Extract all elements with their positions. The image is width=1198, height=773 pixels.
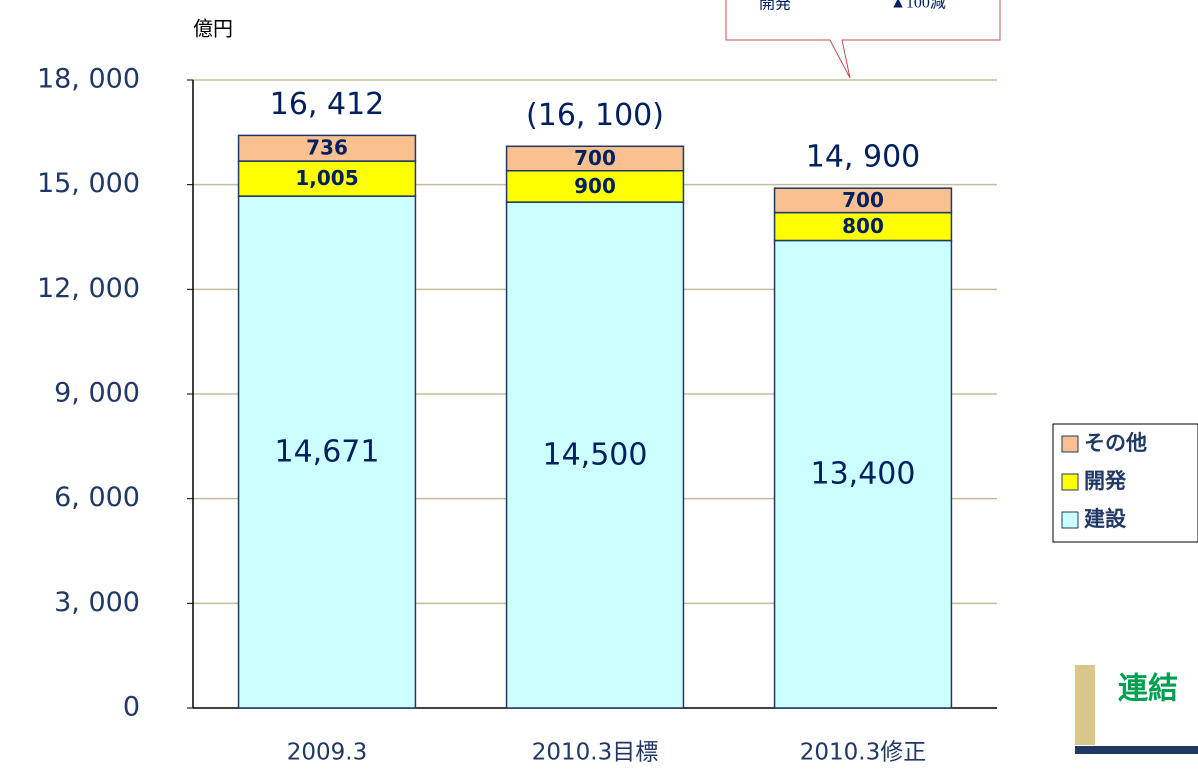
legend-swatch (1061, 511, 1079, 529)
bar-segment (773, 187, 953, 214)
y-tick-label: 15, 000 (37, 168, 140, 199)
legend-label: 建設 (1084, 507, 1127, 531)
bar-segment (237, 134, 417, 162)
callout-text: ▲100減 (890, 0, 946, 12)
total-label: 14, 900 (806, 140, 921, 175)
callout-text: 開発 (759, 0, 791, 13)
callout-box (725, 0, 1001, 79)
y-tick-label: 9, 000 (54, 378, 140, 409)
bar-segment (237, 195, 417, 709)
value-label: 736 (306, 136, 348, 160)
value-label: 14,671 (275, 435, 380, 470)
y-axis-label: 億円 (193, 17, 233, 41)
y-tick-label: 6, 000 (54, 482, 140, 513)
value-label: 1,005 (295, 166, 358, 190)
value-label: 900 (574, 174, 616, 198)
bar-segment (505, 169, 685, 203)
value-label: 700 (842, 188, 884, 212)
total-label: (16, 100) (526, 98, 664, 133)
value-label: 13,400 (811, 457, 916, 492)
bar-segment (773, 211, 953, 242)
bar-segment (237, 160, 417, 197)
total-label: 16, 412 (270, 87, 385, 122)
y-tick-label: 3, 000 (54, 587, 140, 618)
value-label: 700 (574, 146, 616, 170)
y-tick-label: 0 (123, 692, 140, 723)
bar-segment (773, 239, 953, 709)
bar-segment (505, 145, 685, 172)
legend-swatch (1061, 435, 1079, 453)
corner-accent (1075, 665, 1095, 745)
value-label: 800 (842, 214, 884, 238)
legend-swatch (1061, 473, 1079, 491)
x-tick-label: 2010.3修正 (800, 740, 926, 766)
legend-label: その他 (1084, 431, 1147, 455)
y-tick-label: 12, 000 (37, 273, 140, 304)
corner-rule (1075, 746, 1198, 754)
x-tick-label: 2010.3目標 (532, 740, 658, 766)
corner-label: 連結 (1118, 672, 1178, 707)
y-tick-label: 18, 000 (37, 64, 140, 95)
legend-label: 開発 (1084, 469, 1127, 493)
x-tick-label: 2009.3 (287, 740, 367, 766)
value-label: 14,500 (543, 438, 648, 473)
